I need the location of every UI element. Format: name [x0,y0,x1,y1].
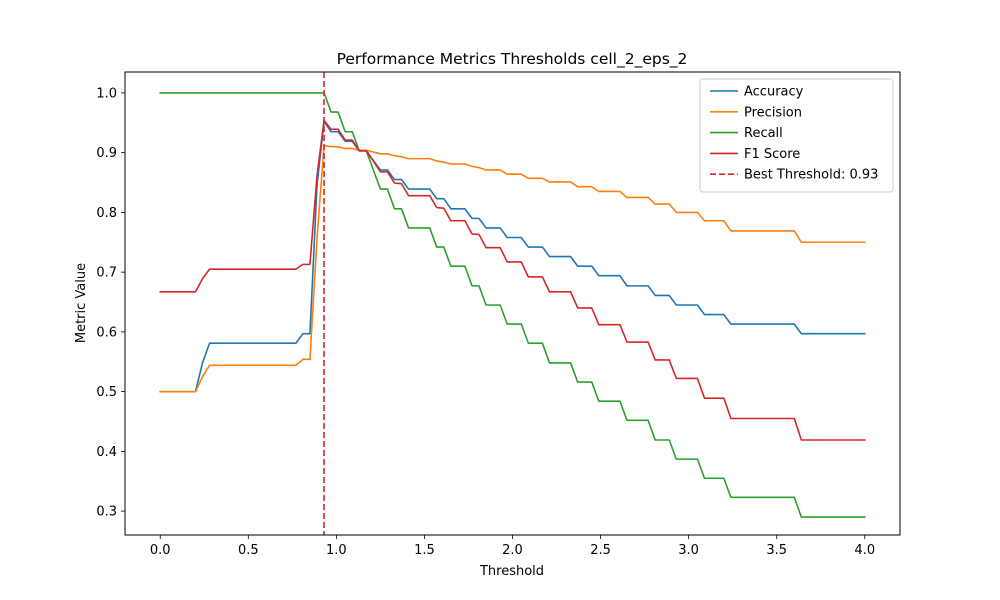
x-tick-label: 3.5 [766,543,787,558]
series-line-accuracy [159,120,866,393]
y-tick-label: 0.3 [96,505,117,520]
series-line-recall [159,92,866,518]
series-line-f1-score [159,119,866,441]
x-tick-label: 1.0 [326,543,347,558]
legend-label: Precision [744,105,802,120]
x-tick-label: 4.0 [854,543,875,558]
y-tick-label: 0.9 [96,146,117,161]
legend-label: Recall [744,126,783,141]
y-tick-label: 0.4 [96,445,117,460]
y-tick-label: 0.8 [96,206,117,221]
y-axis-label: Metric Value [74,263,89,343]
x-tick-label: 3.0 [678,543,699,558]
y-tick-label: 0.6 [96,325,117,340]
x-tick-label: 0.0 [150,543,171,558]
legend-label: F1 Score [744,147,800,162]
legend-box [699,78,894,193]
x-tick-label: 2.0 [502,543,523,558]
legend-label: Accuracy [744,85,804,100]
legend-label: Best Threshold: 0.93 [744,168,878,183]
x-axis-label: Threshold [479,564,544,579]
plot-area [159,72,866,535]
y-axis: 0.3 0.4 0.5 0.6 0.7 0.8 0.9 1.0 [96,86,125,520]
x-axis: 0.0 0.5 1.0 1.5 2.0 2.5 3.0 3.5 4.0 [150,535,875,558]
chart-title: Performance Metrics Thresholds cell_2_ep… [337,50,688,69]
y-tick-label: 0.5 [96,385,117,400]
series-line-precision [159,144,866,393]
y-tick-label: 0.7 [96,266,117,281]
x-tick-label: 2.5 [590,543,611,558]
y-tick-label: 1.0 [96,86,117,101]
legend: Accuracy Precision Recall F1 Score Best Thre… [699,78,894,193]
x-tick-label: 1.5 [414,543,435,558]
x-tick-label: 0.5 [238,543,259,558]
